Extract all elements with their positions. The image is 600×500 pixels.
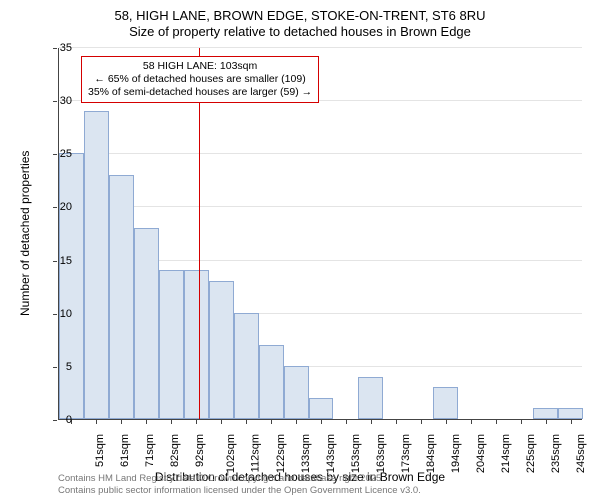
x-tick-mark — [571, 420, 572, 424]
x-tick-mark — [296, 420, 297, 424]
histogram-bar — [234, 313, 259, 419]
x-tick-label: 82sqm — [169, 434, 181, 467]
title-line-2: Size of property relative to detached ho… — [0, 24, 600, 40]
y-tick-mark — [53, 207, 57, 208]
histogram-bar — [84, 111, 109, 419]
x-tick-label: 51sqm — [95, 434, 107, 467]
histogram-bar — [259, 345, 284, 419]
x-tick-label: 71sqm — [144, 434, 156, 467]
x-tick-label: 102sqm — [225, 434, 237, 473]
histogram-bar — [533, 408, 558, 419]
annotation-line-1: 58 HIGH LANE: 103sqm — [88, 60, 312, 73]
x-tick-mark — [471, 420, 472, 424]
x-tick-mark — [321, 420, 322, 424]
x-tick-mark — [546, 420, 547, 424]
x-tick-mark — [446, 420, 447, 424]
y-tick-label: 0 — [42, 414, 72, 426]
y-tick-label: 20 — [42, 201, 72, 213]
x-tick-label: 204sqm — [475, 434, 487, 473]
x-tick-label: 194sqm — [450, 434, 462, 473]
histogram-bar — [59, 153, 84, 419]
x-tick-label: 143sqm — [325, 434, 337, 473]
plot-area: 58 HIGH LANE: 103sqm← 65% of detached ho… — [58, 48, 582, 420]
y-tick-label: 10 — [42, 308, 72, 320]
y-tick-label: 35 — [42, 42, 72, 54]
gridline-h — [59, 153, 582, 154]
y-tick-label: 5 — [42, 361, 72, 373]
x-tick-label: 153sqm — [350, 434, 362, 473]
y-tick-label: 30 — [42, 95, 72, 107]
footer-line-2: Contains public sector information licen… — [58, 485, 421, 496]
x-tick-mark — [171, 420, 172, 424]
y-axis-label: Number of detached properties — [18, 150, 32, 315]
annotation-box: 58 HIGH LANE: 103sqm← 65% of detached ho… — [81, 56, 319, 103]
histogram-bar — [558, 408, 583, 419]
footer-attribution: Contains HM Land Registry data © Crown c… — [58, 473, 421, 496]
chart-title: 58, HIGH LANE, BROWN EDGE, STOKE-ON-TREN… — [0, 8, 600, 41]
footer-line-1: Contains HM Land Registry data © Crown c… — [58, 473, 421, 484]
y-tick-mark — [53, 420, 57, 421]
x-tick-label: 112sqm — [250, 434, 262, 472]
x-tick-mark — [346, 420, 347, 424]
x-tick-label: 245sqm — [575, 434, 587, 473]
y-tick-mark — [53, 314, 57, 315]
x-tick-label: 225sqm — [525, 434, 537, 473]
histogram-bar — [109, 175, 134, 419]
y-tick-mark — [53, 154, 57, 155]
histogram-bar — [134, 228, 159, 419]
histogram-bar — [184, 270, 209, 419]
x-tick-mark — [121, 420, 122, 424]
y-tick-mark — [53, 101, 57, 102]
gridline-h — [59, 47, 582, 48]
x-tick-mark — [421, 420, 422, 424]
histogram-bar — [433, 387, 458, 419]
reference-line — [199, 48, 200, 419]
x-tick-mark — [496, 420, 497, 424]
histogram-bar — [358, 377, 383, 420]
x-tick-mark — [521, 420, 522, 424]
x-tick-label: 184sqm — [425, 434, 437, 473]
x-tick-label: 173sqm — [400, 434, 412, 473]
x-tick-label: 133sqm — [300, 434, 312, 473]
x-tick-label: 122sqm — [275, 434, 287, 473]
x-tick-mark — [396, 420, 397, 424]
y-tick-mark — [53, 48, 57, 49]
x-tick-mark — [96, 420, 97, 424]
histogram-bar — [209, 281, 234, 419]
histogram-bar — [159, 270, 184, 419]
x-tick-mark — [271, 420, 272, 424]
gridline-h — [59, 206, 582, 207]
x-tick-label: 235sqm — [550, 434, 562, 473]
x-tick-label: 163sqm — [375, 434, 387, 473]
x-tick-mark — [221, 420, 222, 424]
chart-container: 58, HIGH LANE, BROWN EDGE, STOKE-ON-TREN… — [0, 0, 600, 500]
y-tick-mark — [53, 367, 57, 368]
y-tick-label: 15 — [42, 255, 72, 267]
x-tick-label: 214sqm — [500, 434, 512, 473]
x-tick-mark — [196, 420, 197, 424]
title-line-1: 58, HIGH LANE, BROWN EDGE, STOKE-ON-TREN… — [0, 8, 600, 24]
annotation-line-2: ← 65% of detached houses are smaller (10… — [88, 73, 312, 86]
x-tick-label: 92sqm — [194, 434, 206, 467]
x-tick-label: 61sqm — [119, 434, 131, 467]
x-tick-mark — [371, 420, 372, 424]
y-tick-mark — [53, 261, 57, 262]
x-tick-mark — [146, 420, 147, 424]
histogram-bar — [284, 366, 309, 419]
y-tick-label: 25 — [42, 148, 72, 160]
histogram-bar — [309, 398, 334, 419]
x-tick-mark — [246, 420, 247, 424]
annotation-line-3: 35% of semi-detached houses are larger (… — [88, 86, 312, 99]
